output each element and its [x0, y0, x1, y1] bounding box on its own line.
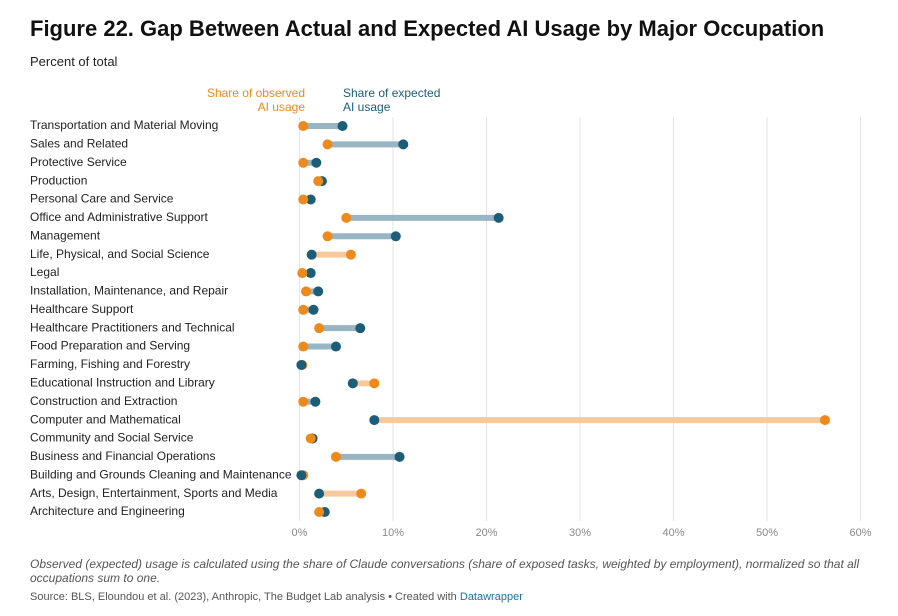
chart-title: Figure 22. Gap Between Actual and Expect… — [30, 16, 825, 41]
source-link[interactable]: Datawrapper — [459, 591, 523, 603]
dot — [330, 341, 341, 352]
category-label: Food Preparation and Serving — [30, 339, 190, 353]
dot — [298, 194, 309, 205]
dot — [819, 415, 830, 426]
dot — [390, 231, 401, 242]
category-label: Educational Instruction and Library — [30, 375, 215, 389]
category-label: Community and Social Service — [30, 431, 194, 445]
dot — [313, 176, 324, 187]
dot — [345, 249, 356, 260]
category-label: Legal — [30, 265, 59, 279]
source-text: Source: BLS, Eloundou et al. (2023), Ant… — [30, 591, 457, 603]
category-label: Protective Service — [30, 155, 127, 169]
dot — [356, 488, 367, 499]
note: Observed (expected) usage is calculated … — [30, 557, 860, 585]
dot — [398, 139, 409, 150]
category-label: Farming, Fishing and Forestry — [30, 357, 190, 371]
category-label: Office and Administrative Support — [30, 210, 209, 224]
dot — [347, 378, 358, 389]
dot — [311, 157, 322, 168]
category-label: Life, Physical, and Social Science — [30, 247, 210, 261]
dot — [369, 378, 380, 389]
x-tick-label: 20% — [475, 527, 497, 539]
legend-expected: Share of expected AI usage — [343, 86, 441, 114]
dot — [322, 139, 333, 150]
category-label: Architecture and Engineering — [30, 504, 185, 518]
dot — [493, 212, 504, 223]
dot — [337, 121, 348, 131]
dot — [305, 433, 316, 444]
category-label: Sales and Related — [30, 137, 128, 151]
dot — [296, 470, 307, 481]
category-label: Healthcare Practitioners and Technical — [30, 320, 235, 334]
category-label: Healthcare Support — [30, 302, 134, 316]
dot — [298, 396, 309, 407]
dot — [314, 323, 325, 334]
dot — [298, 341, 309, 352]
dot — [341, 212, 352, 223]
dot — [314, 488, 325, 499]
dot — [306, 249, 317, 260]
x-tick-label: 0% — [292, 527, 308, 539]
dot — [301, 286, 312, 297]
category-label: Computer and Mathematical — [30, 412, 181, 426]
category-label: Management — [30, 228, 101, 242]
category-label: Transportation and Material Moving — [30, 118, 218, 132]
dot — [298, 157, 309, 168]
dot — [322, 231, 333, 242]
dot — [296, 359, 307, 370]
category-label: Production — [30, 173, 87, 187]
category-label: Personal Care and Service — [30, 192, 174, 206]
dot — [305, 194, 316, 205]
category-label: Building and Grounds Cleaning and Mainte… — [30, 467, 292, 481]
legend-observed: Share of observed AI usage — [206, 86, 305, 114]
x-tick-label: 40% — [662, 527, 684, 539]
dot — [305, 268, 316, 279]
dot — [308, 304, 319, 315]
dot — [369, 415, 380, 426]
category-label: Construction and Extraction — [30, 394, 177, 408]
x-tick-label: 10% — [382, 527, 404, 539]
dot — [314, 506, 325, 517]
dot — [298, 304, 309, 315]
dot — [330, 451, 341, 462]
x-tick-label: 50% — [756, 527, 778, 539]
category-label: Business and Financial Operations — [30, 449, 215, 463]
dot — [298, 121, 309, 131]
dot — [297, 268, 308, 279]
x-tick-label: 60% — [849, 527, 871, 539]
dot — [394, 451, 405, 462]
category-label: Installation, Maintenance, and Repair — [30, 284, 228, 298]
dot — [310, 396, 321, 407]
dot — [355, 323, 366, 334]
x-tick-label: 30% — [569, 527, 591, 539]
dot — [313, 286, 324, 297]
source: Source: BLS, Eloundou et al. (2023), Ant… — [30, 591, 523, 603]
category-label: Arts, Design, Entertainment, Sports and … — [30, 486, 278, 500]
subtitle: Percent of total — [30, 54, 118, 69]
